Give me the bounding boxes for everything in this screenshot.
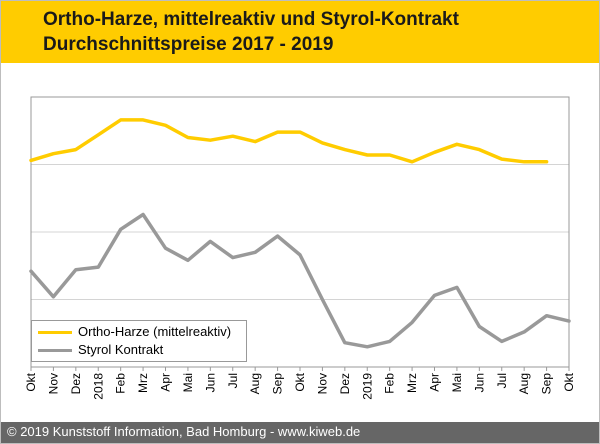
x-tick-label: Okt <box>293 372 307 391</box>
x-tick-label: Mrz <box>405 373 419 393</box>
chart-subtitle: Durchschnittspreise 2017 - 2019 <box>43 34 334 55</box>
x-tick-label: Mai <box>181 373 195 392</box>
chart-legend: Ortho-Harze (mittelreaktiv) Styrol Kontr… <box>31 320 247 362</box>
x-tick-label: Jul <box>495 373 509 388</box>
chart-title: Ortho-Harze, mittelreaktiv und Styrol-Ko… <box>43 9 459 30</box>
series-line-1 <box>29 212 571 349</box>
x-tick-label: Okt <box>24 372 38 391</box>
legend-label-styrol: Styrol Kontrakt <box>78 342 164 357</box>
legend-swatch-ortho-harze <box>38 331 72 334</box>
x-tick-label: Sep <box>271 373 285 395</box>
x-tick-label: 2018 <box>91 373 105 400</box>
x-tick-label: Dez <box>338 373 352 394</box>
grid-lines <box>31 164 569 300</box>
series-line-0 <box>29 118 549 164</box>
x-tick-label: Okt <box>562 372 576 391</box>
x-tick-label: Mai <box>450 373 464 392</box>
x-tick-label: Aug <box>517 373 531 394</box>
x-tick-label: Feb <box>114 373 128 394</box>
x-tick-label: Jun <box>472 373 486 392</box>
x-tick-label: Jun <box>203 373 217 392</box>
x-tick-label: Mrz <box>136 373 150 393</box>
line-chart: Okt Nov Dez 2018 Feb Mrz Apr Mai Jun Jul Aug Sep Okt… <box>24 96 576 400</box>
x-tick-label: Sep <box>540 373 554 395</box>
x-tick-label: Dez <box>69 373 83 394</box>
x-tick-label: Apr <box>428 373 442 392</box>
x-tick-label: Aug <box>248 373 262 394</box>
x-tick-label: Apr <box>159 373 173 392</box>
x-tick-label: Nov <box>46 373 60 394</box>
footer-bar: © 2019 Kunststoff Information, Bad Hombu… <box>1 422 599 443</box>
legend-swatch-styrol <box>38 349 72 352</box>
legend-label-ortho-harze: Ortho-Harze (mittelreaktiv) <box>78 324 232 339</box>
series-lines <box>29 118 571 349</box>
x-tick-label: Jul <box>226 373 240 388</box>
x-axis: Okt Nov Dez 2018 Feb Mrz Apr Mai Jun Jul Aug Sep Okt… <box>24 367 576 400</box>
x-tick-label: 2019 <box>360 373 374 400</box>
x-tick-label: Nov <box>315 373 329 394</box>
chart-header: Ortho-Harze, mittelreaktiv und Styrol-Ko… <box>1 1 599 63</box>
x-tick-label: Feb <box>383 373 397 394</box>
copyright-text: © 2019 Kunststoff Information, Bad Hombu… <box>7 424 361 439</box>
